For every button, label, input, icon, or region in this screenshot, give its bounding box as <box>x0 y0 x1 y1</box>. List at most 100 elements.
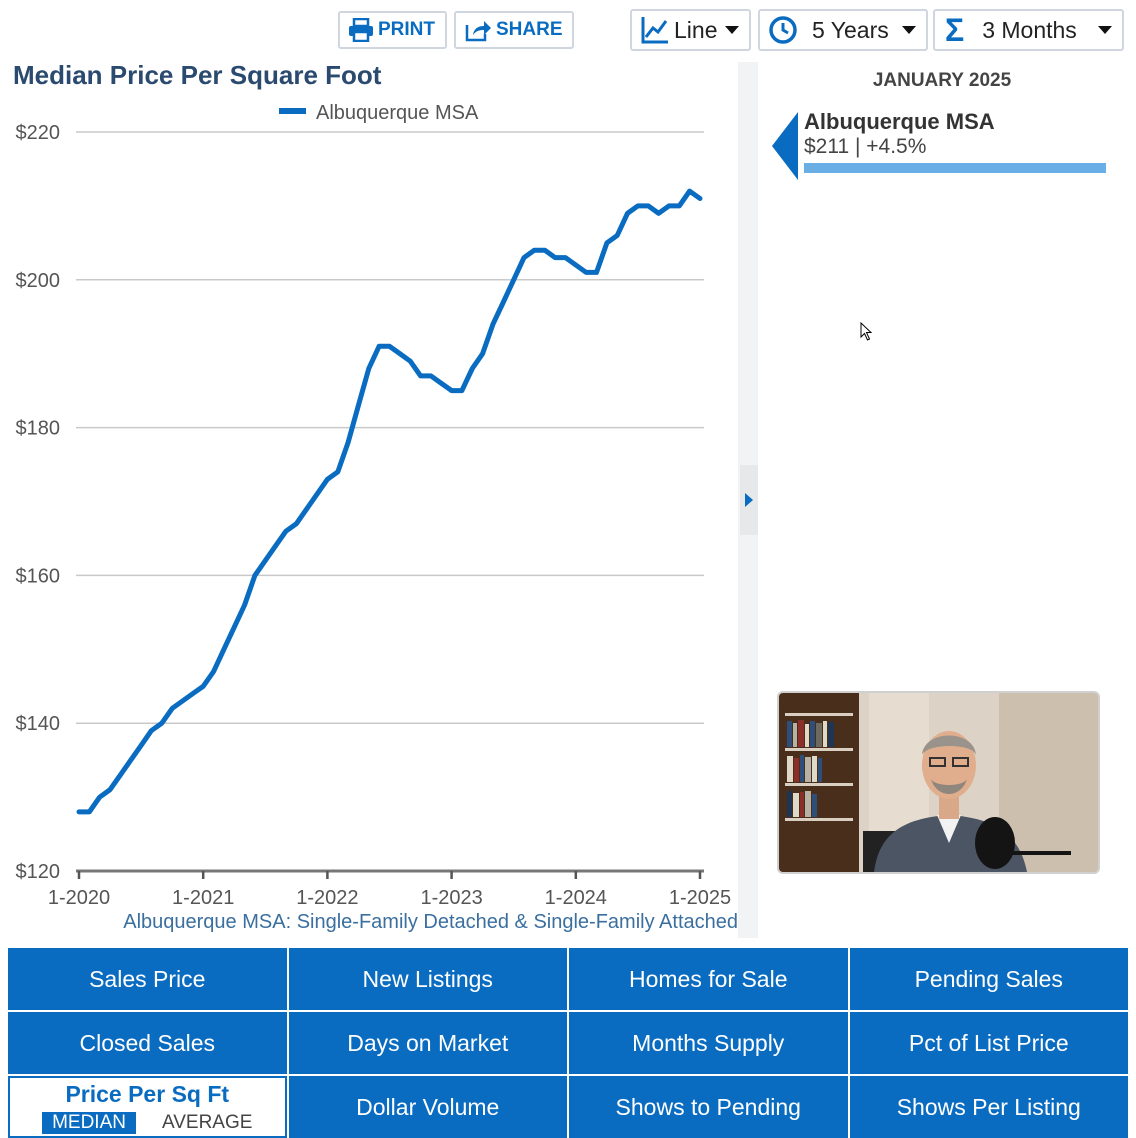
data-point <box>191 692 195 696</box>
data-point <box>388 344 391 348</box>
metric-closed-sales[interactable]: Closed Sales <box>8 1012 287 1074</box>
data-point <box>222 647 226 651</box>
chevron-down-icon <box>1098 26 1112 34</box>
x-tick-label: 1-2024 <box>545 887 607 909</box>
metric-price-per-sq-ft-label: Price Per Sq Ft <box>65 1080 230 1107</box>
data-point <box>336 470 340 474</box>
data-point <box>118 773 122 777</box>
data-point <box>626 211 630 215</box>
data-point <box>667 204 671 208</box>
data-point <box>263 559 267 563</box>
data-point <box>232 625 236 629</box>
data-point <box>512 278 516 282</box>
data-point <box>305 507 309 511</box>
chart-title: Median Price Per Square Foot <box>13 60 382 90</box>
data-point <box>460 389 464 393</box>
data-point <box>98 795 102 799</box>
data-point <box>636 204 640 208</box>
print-button[interactable]: PRINT <box>338 11 447 49</box>
data-point <box>563 256 567 260</box>
data-point <box>522 256 526 260</box>
chevron-down-icon <box>725 26 739 34</box>
data-point <box>605 241 609 245</box>
data-point <box>243 603 247 607</box>
x-tick-label: 1-2022 <box>296 887 358 909</box>
metric-homes-for-sale[interactable]: Homes for Sale <box>569 948 848 1010</box>
x-tick-label: 1-2021 <box>172 887 234 909</box>
share-icon <box>465 21 491 42</box>
data-point <box>253 573 257 577</box>
mouse-cursor-icon <box>860 322 873 341</box>
data-point <box>129 758 133 762</box>
y-tick-label: $180 <box>16 418 61 440</box>
rollup-value: 3 Months <box>982 16 1077 43</box>
metric-shows-per-listing[interactable]: Shows Per Listing <box>849 1076 1128 1138</box>
chevron-right-icon <box>745 493 753 507</box>
metric-months-supply[interactable]: Months Supply <box>569 1012 848 1074</box>
data-point <box>170 706 174 710</box>
data-point <box>77 810 81 814</box>
data-point <box>615 233 619 237</box>
data-point <box>160 721 164 725</box>
collapse-sidebar-button[interactable] <box>740 465 758 535</box>
chart-type-dropdown[interactable]: Line <box>630 9 751 51</box>
legend-label: Albuquerque MSA <box>316 102 479 124</box>
average-option[interactable]: AVERAGE <box>161 1111 253 1133</box>
sidebar-region: Albuquerque MSA <box>804 109 995 134</box>
line-chart: $120 $140 $160 $180 $200 $220 1-2020 1-2021 1-20… <box>16 102 739 933</box>
data-point <box>377 344 381 348</box>
data-point <box>688 189 692 193</box>
sigma-icon: Σ <box>945 11 965 48</box>
clock-icon <box>769 16 797 44</box>
metric-sales-price[interactable]: Sales Price <box>8 948 287 1010</box>
data-point <box>595 270 598 274</box>
data-point <box>470 366 474 370</box>
data-point <box>274 544 278 548</box>
data-point <box>584 270 588 274</box>
printer-icon <box>349 18 373 42</box>
data-point <box>532 248 536 252</box>
data-point <box>574 263 578 267</box>
data-point <box>212 669 216 673</box>
sidebar-date: JANUARY 2025 <box>872 70 1012 91</box>
data-point <box>439 381 443 385</box>
share-label: SHARE <box>496 19 563 40</box>
y-tick-label: $160 <box>16 565 61 587</box>
metric-grid: Sales Price New Listings Homes for Sale … <box>8 948 1128 1138</box>
sidebar-value-bar <box>804 163 1106 173</box>
share-button[interactable]: SHARE <box>454 11 574 49</box>
data-point <box>408 359 412 363</box>
rollup-dropdown[interactable]: Σ 3 Months <box>933 9 1124 51</box>
data-point <box>139 743 143 747</box>
median-option[interactable]: MEDIAN <box>42 1111 136 1134</box>
data-point <box>491 322 495 326</box>
metric-shows-to-pending[interactable]: Shows to Pending <box>569 1076 848 1138</box>
data-point <box>181 699 184 703</box>
metric-days-on-market[interactable]: Days on Market <box>288 1012 567 1074</box>
range-dropdown[interactable]: 5 Years <box>758 9 928 51</box>
data-point <box>315 492 319 496</box>
data-point <box>419 374 423 378</box>
data-point <box>429 374 433 378</box>
chart-type-value: Line <box>674 16 718 43</box>
metric-pct-of-list-price[interactable]: Pct of List Price <box>849 1012 1128 1074</box>
metric-pending-sales[interactable]: Pending Sales <box>849 948 1128 1010</box>
y-tick-label: $200 <box>16 270 61 292</box>
chevron-down-icon <box>902 26 916 34</box>
sidebar-value: $211 | +4.5% <box>804 135 927 158</box>
data-point <box>657 211 661 215</box>
series-line <box>76 188 703 815</box>
data-point <box>108 788 112 792</box>
metric-new-listings[interactable]: New Listings <box>288 948 567 1010</box>
metric-dollar-volume[interactable]: Dollar Volume <box>288 1076 567 1138</box>
pointer-arrow-icon <box>772 112 798 180</box>
line-chart-icon <box>641 17 668 44</box>
x-tick-label: 1-2025 <box>669 887 731 909</box>
presenter-video-frame <box>779 693 1098 872</box>
metric-price-per-sq-ft[interactable]: Price Per Sq Ft MEDIAN AVERAGE <box>8 1076 287 1138</box>
legend-swatch <box>279 108 306 114</box>
data-point <box>677 204 681 208</box>
data-point <box>87 810 91 814</box>
data-point <box>481 352 485 356</box>
print-label: PRINT <box>378 19 435 40</box>
